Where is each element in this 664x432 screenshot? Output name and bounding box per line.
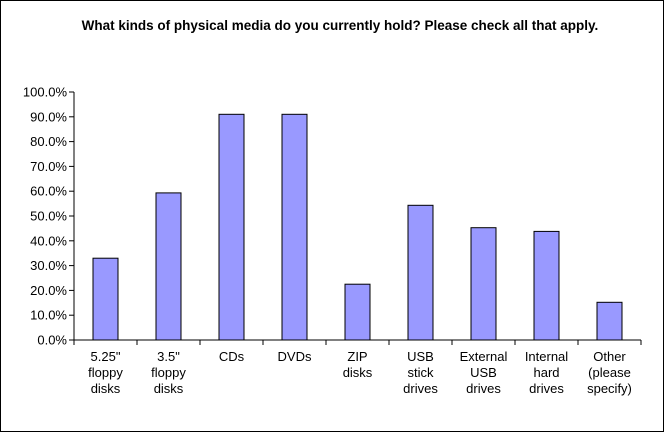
y-tick-label: 90.0% xyxy=(30,109,67,124)
y-tick-label: 10.0% xyxy=(30,308,67,323)
bar xyxy=(344,283,371,341)
x-tick-label: DVDs xyxy=(278,349,312,364)
y-tick-label: 30.0% xyxy=(30,258,67,273)
bars xyxy=(92,113,623,341)
bar xyxy=(407,204,434,341)
x-tick-label: External USB drives xyxy=(460,349,508,396)
x-axis: 5.25" floppy disks 3.5" floppy disks CDs DVDs ZI… xyxy=(73,339,642,396)
x-tick-label: Internal hard drives xyxy=(525,349,568,396)
x-tick-label: CDs xyxy=(219,349,245,364)
bar xyxy=(155,192,182,341)
y-tick-label: 60.0% xyxy=(30,184,67,199)
y-tick-label: 50.0% xyxy=(30,209,67,224)
x-tick-label: USB stick drives xyxy=(403,349,438,396)
x-tick-label: 5.25" floppy disks xyxy=(88,349,123,396)
bar xyxy=(218,113,245,341)
chart-title: What kinds of physical media do you curr… xyxy=(81,18,599,33)
y-tick-label: 20.0% xyxy=(30,283,67,298)
bar xyxy=(470,227,497,341)
x-tick-label: Other (please specify) xyxy=(587,349,632,396)
bar xyxy=(596,301,623,341)
y-tick-label: 40.0% xyxy=(30,233,67,248)
bar xyxy=(92,257,119,341)
y-axis: 0.0% 10.0% 20.0% 30.0% 40.0% 50.0% 60.0% 70.0% 8… xyxy=(23,85,75,348)
y-tick-label: 70.0% xyxy=(30,159,67,174)
y-tick-label: 0.0% xyxy=(37,333,67,348)
x-tick-label: ZIP disks xyxy=(343,349,373,380)
x-tick-label: 3.5" floppy disks xyxy=(151,349,186,396)
bar xyxy=(281,113,308,341)
y-tick-label: 80.0% xyxy=(30,134,67,149)
y-tick-label: 100.0% xyxy=(23,85,68,100)
bar xyxy=(533,230,560,341)
